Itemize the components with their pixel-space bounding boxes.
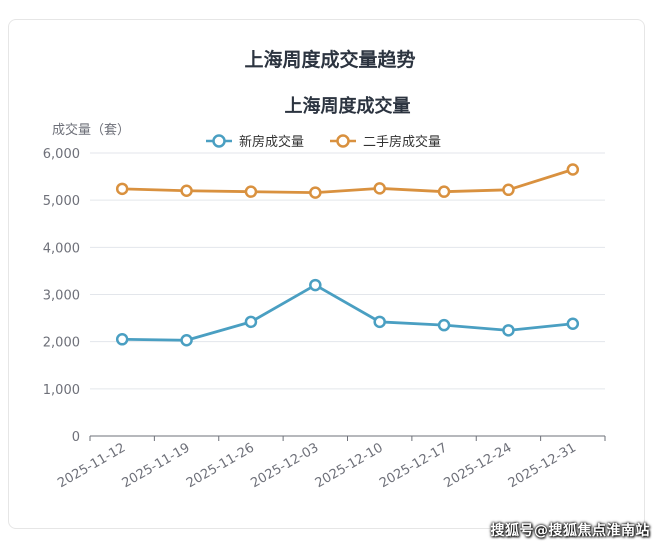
y-tick-label: 1,000 <box>43 383 80 398</box>
data-point <box>437 185 451 198</box>
data-point <box>115 182 129 196</box>
y-tick-label: 2,000 <box>43 336 80 351</box>
y-tick-label: 6,000 <box>43 147 80 162</box>
x-tick-label: 2025-12-03 <box>248 440 321 491</box>
x-tick-label: 2025-12-31 <box>506 440 579 491</box>
page-title: 上海周度成交量趋势 <box>244 49 416 71</box>
legend-label: 新房成交量 <box>239 134 304 150</box>
x-tick-label: 2025-11-19 <box>120 440 193 491</box>
data-point <box>309 278 322 292</box>
x-tick-label: 2025-12-24 <box>441 440 514 491</box>
data-point <box>180 184 193 197</box>
y-tick-label: 0 <box>72 430 80 445</box>
x-tick-label: 2025-12-10 <box>313 440 386 491</box>
data-point <box>502 183 515 197</box>
data-point <box>502 324 515 337</box>
data-point <box>373 315 386 329</box>
x-tick-label: 2025-12-17 <box>377 440 450 491</box>
legend-label: 二手房成交量 <box>363 134 441 150</box>
series-line-1 <box>122 283 573 342</box>
data-point <box>437 318 451 332</box>
x-tick-label: 2025-11-12 <box>55 440 128 491</box>
legend-item: 二手房成交量 <box>330 134 441 150</box>
data-point <box>115 333 129 346</box>
y-tick-label: 4,000 <box>43 241 80 256</box>
legend-item: 新房成交量 <box>206 134 304 150</box>
y-axis-label: 成交量（套） <box>52 122 130 138</box>
legend-marker-icon <box>336 134 350 148</box>
data-point <box>244 315 258 329</box>
y-tick-label: 3,000 <box>43 289 80 304</box>
data-point <box>373 182 386 195</box>
data-point <box>566 317 580 330</box>
chart-card <box>8 19 645 529</box>
data-point <box>566 163 580 176</box>
x-tick-label: 2025-11-26 <box>184 440 257 491</box>
legend-marker-icon <box>212 134 226 148</box>
data-point <box>180 334 193 347</box>
data-point <box>309 186 322 199</box>
chart-title: 上海周度成交量 <box>285 95 411 117</box>
series-line-2 <box>122 168 574 195</box>
data-point <box>244 185 258 198</box>
watermark: 搜狐号@搜狐焦点淮南站 <box>490 523 650 539</box>
y-tick-label: 5,000 <box>43 194 80 209</box>
